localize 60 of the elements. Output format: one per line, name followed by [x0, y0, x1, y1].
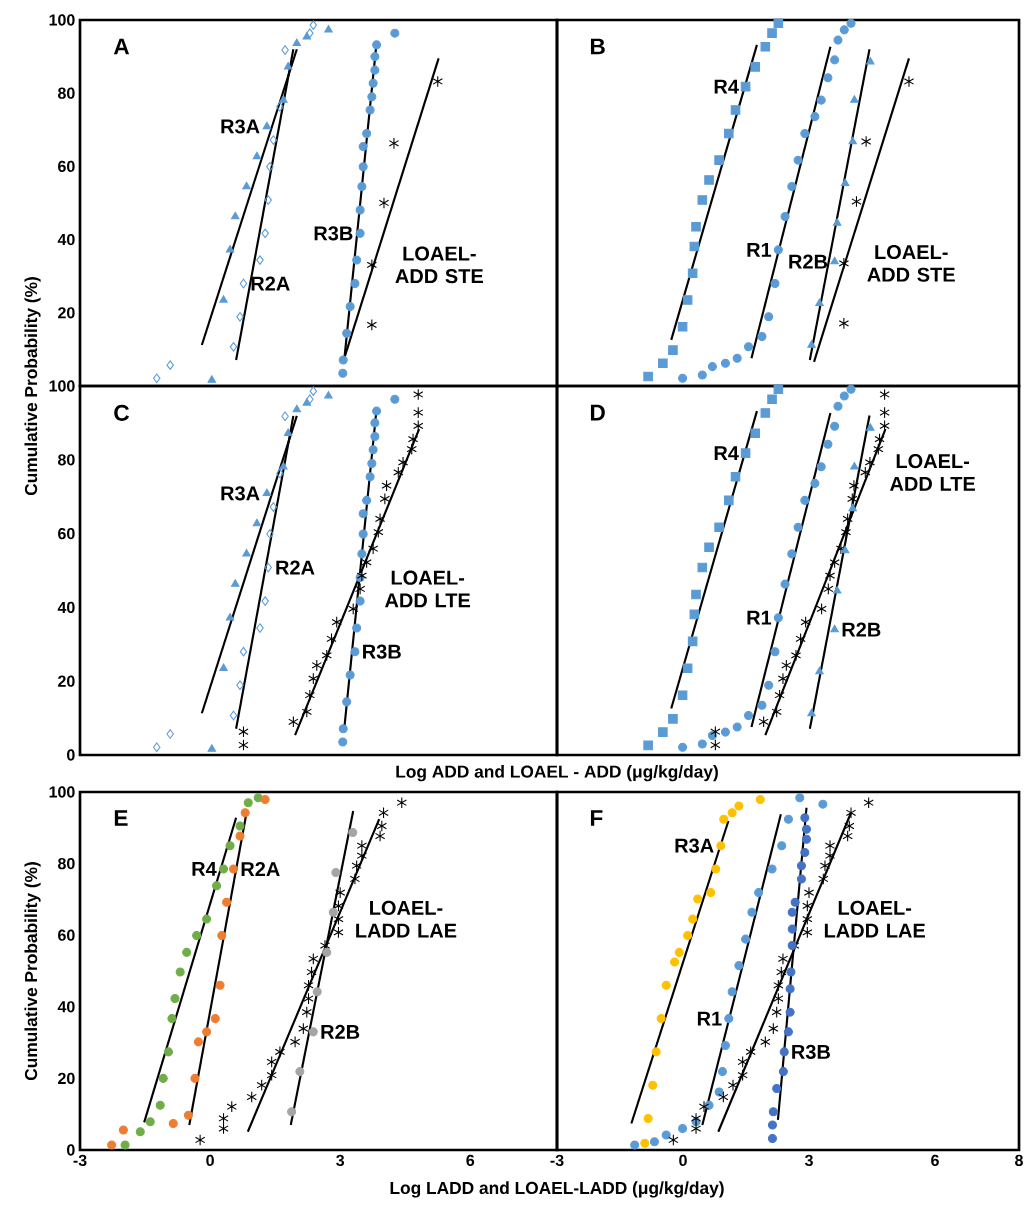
y-tick-label: 60: [58, 929, 75, 941]
series-label: R2A: [241, 861, 280, 876]
series-label: R1: [747, 242, 772, 257]
series-label: R3A: [221, 119, 260, 134]
y-tick-label: 40: [57, 233, 75, 246]
x-tick-label: 8: [1015, 1154, 1024, 1167]
y-tick-label: 100: [49, 14, 75, 26]
x-tick-label: 6: [931, 1154, 939, 1167]
text: A: [113, 38, 130, 55]
y-tick-label: 40: [57, 1001, 75, 1013]
y-tick-label: 40: [57, 601, 75, 614]
x-tick-label: 6: [466, 1154, 475, 1167]
y-tick-label: 100: [49, 380, 75, 392]
series-label: LOAEL-LADD LAE: [824, 900, 926, 938]
y-tick-label: 100: [49, 786, 75, 798]
y-tick-label: 80: [58, 87, 75, 99]
y-tick-label: 20: [58, 307, 75, 319]
y-tick-label: 80: [58, 454, 75, 466]
y-axis-title: Cumulative Probability (%): [24, 277, 41, 496]
x-axis-title: Log LADD and LOAEL-LADD (μg/kg/day): [390, 1181, 724, 1198]
series-label: R2B: [321, 1024, 360, 1039]
series-label: R2A: [276, 560, 315, 575]
series-label: R1: [697, 1011, 722, 1026]
series-label: R3A: [221, 486, 260, 501]
series-label: LOAEL-ADD STE: [395, 246, 484, 284]
x-tick-label: 3: [804, 1154, 813, 1167]
series-label: R2B: [842, 622, 881, 637]
series-label: R3B: [363, 644, 401, 659]
text: C: [114, 404, 130, 421]
y-tick-label: 80: [58, 857, 75, 870]
series-label: LOAEL-ADD LTE: [890, 454, 976, 491]
x-tick-label: 3: [336, 1154, 345, 1167]
y-tick-label: 60: [58, 527, 75, 540]
x-tick-label: 0: [206, 1154, 214, 1167]
y-tick-label: 20: [58, 1072, 75, 1085]
text: B: [591, 38, 605, 55]
series-label: R1: [747, 610, 772, 625]
series-label: LOAEL-ADD LTE: [385, 570, 471, 608]
y-axis-title: Cumulative Probability (%): [24, 862, 41, 1081]
series-label: R4: [714, 79, 739, 94]
y-tick-label: 0: [67, 1144, 75, 1156]
series-label: R2A: [251, 276, 290, 291]
text: E: [114, 810, 128, 826]
text: D: [591, 404, 605, 421]
series-label: LOAEL-LADD LAE: [356, 900, 457, 938]
series-label: R3B: [314, 226, 353, 241]
series-label: R3B: [792, 1044, 831, 1059]
x-tick-label: -3: [550, 1154, 564, 1167]
x-axis-title: Log ADD and LOAEL - ADD (μg/kg/day): [396, 765, 718, 782]
series-label: LOAEL-ADD STE: [867, 244, 955, 282]
y-tick-label: 0: [67, 749, 75, 761]
text: F: [591, 810, 603, 826]
series-label: R2B: [789, 254, 828, 269]
y-tick-label: 60: [58, 160, 75, 173]
series-label: R3A: [675, 838, 714, 853]
series-label: R4: [192, 862, 217, 876]
x-tick-label: 0: [679, 1154, 687, 1167]
series-label: R4: [714, 446, 739, 461]
x-tick-label: -3: [73, 1154, 87, 1167]
y-tick-label: 20: [58, 675, 75, 687]
